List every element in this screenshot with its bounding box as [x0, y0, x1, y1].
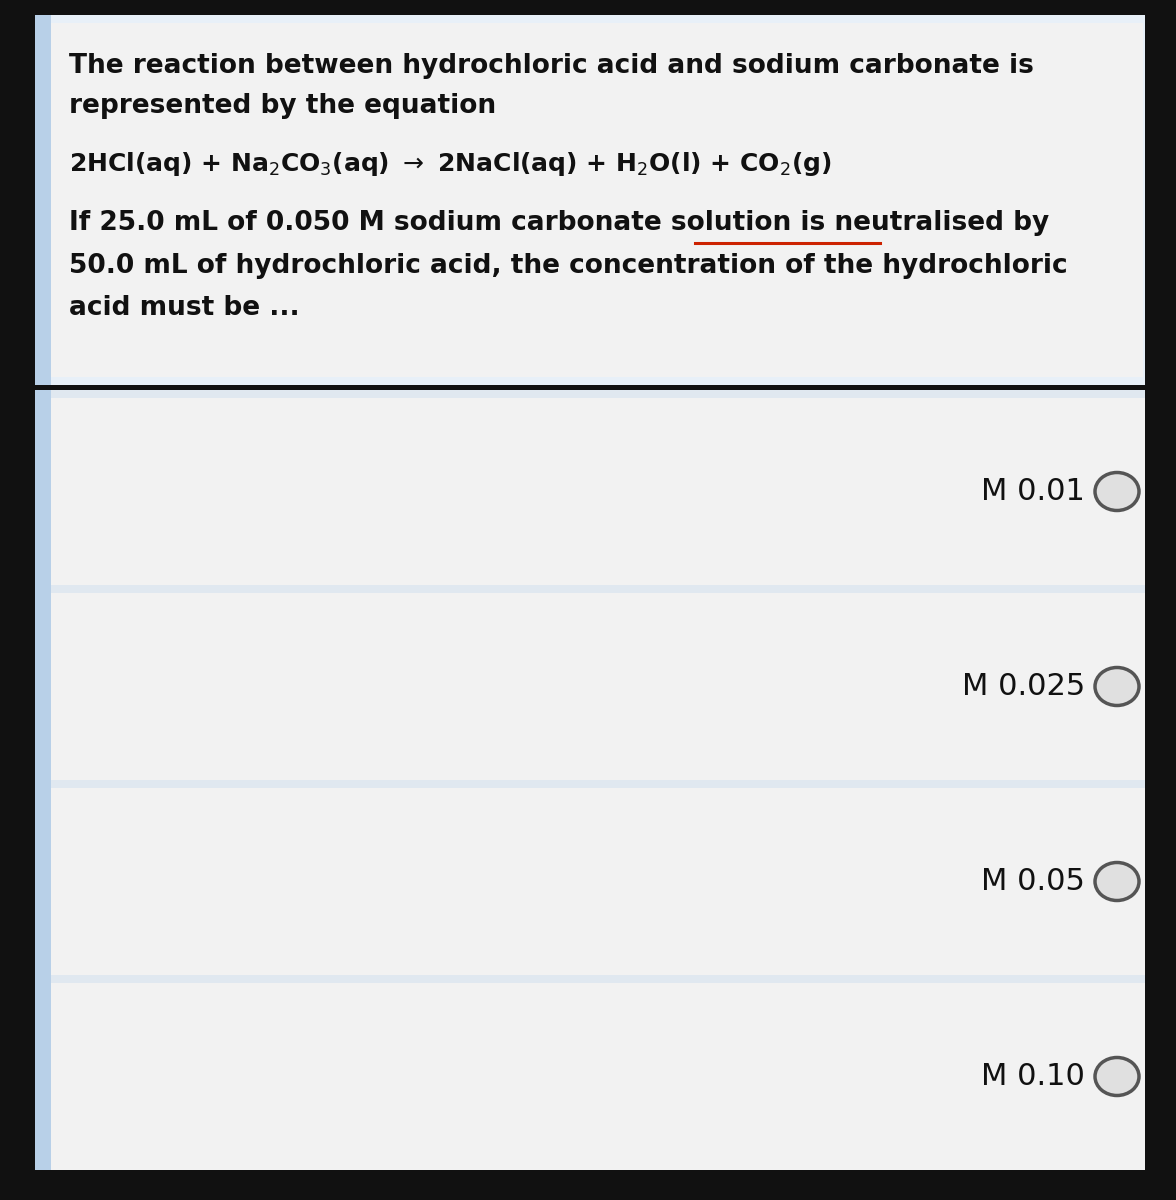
Text: M 0.01: M 0.01 [981, 476, 1085, 506]
FancyBboxPatch shape [35, 14, 1145, 385]
Text: If 25.0 mL of 0.050 M sodium carbonate solution is neutralised by: If 25.0 mL of 0.050 M sodium carbonate s… [69, 210, 1049, 236]
Text: acid must be ...: acid must be ... [69, 295, 300, 320]
FancyBboxPatch shape [35, 974, 1145, 983]
FancyBboxPatch shape [35, 788, 1145, 974]
Text: M 0.025: M 0.025 [962, 672, 1085, 701]
FancyBboxPatch shape [51, 23, 1143, 377]
Text: M 0.10: M 0.10 [981, 1062, 1085, 1091]
FancyBboxPatch shape [35, 14, 51, 385]
Ellipse shape [1095, 473, 1140, 510]
FancyBboxPatch shape [35, 390, 1145, 398]
FancyBboxPatch shape [35, 983, 1145, 1170]
FancyBboxPatch shape [35, 974, 51, 1170]
FancyBboxPatch shape [35, 390, 51, 584]
FancyBboxPatch shape [35, 584, 1145, 593]
Text: 2HCl(aq) + Na$_2$CO$_3$(aq) $\rightarrow$ 2NaCl(aq) + H$_2$O(l) + CO$_2$(g): 2HCl(aq) + Na$_2$CO$_3$(aq) $\rightarrow… [69, 150, 831, 178]
Text: represented by the equation: represented by the equation [69, 92, 496, 119]
FancyBboxPatch shape [35, 593, 1145, 780]
FancyBboxPatch shape [35, 780, 51, 974]
FancyBboxPatch shape [35, 584, 51, 780]
Ellipse shape [1095, 1057, 1140, 1096]
FancyBboxPatch shape [35, 398, 1145, 584]
Ellipse shape [1095, 667, 1140, 706]
FancyBboxPatch shape [35, 780, 1145, 788]
Text: M 0.05: M 0.05 [981, 866, 1085, 896]
Ellipse shape [1095, 863, 1140, 900]
Text: 50.0 mL of hydrochloric acid, the concentration of the hydrochloric: 50.0 mL of hydrochloric acid, the concen… [69, 253, 1068, 278]
Text: The reaction between hydrochloric acid and sodium carbonate is: The reaction between hydrochloric acid a… [69, 53, 1034, 79]
